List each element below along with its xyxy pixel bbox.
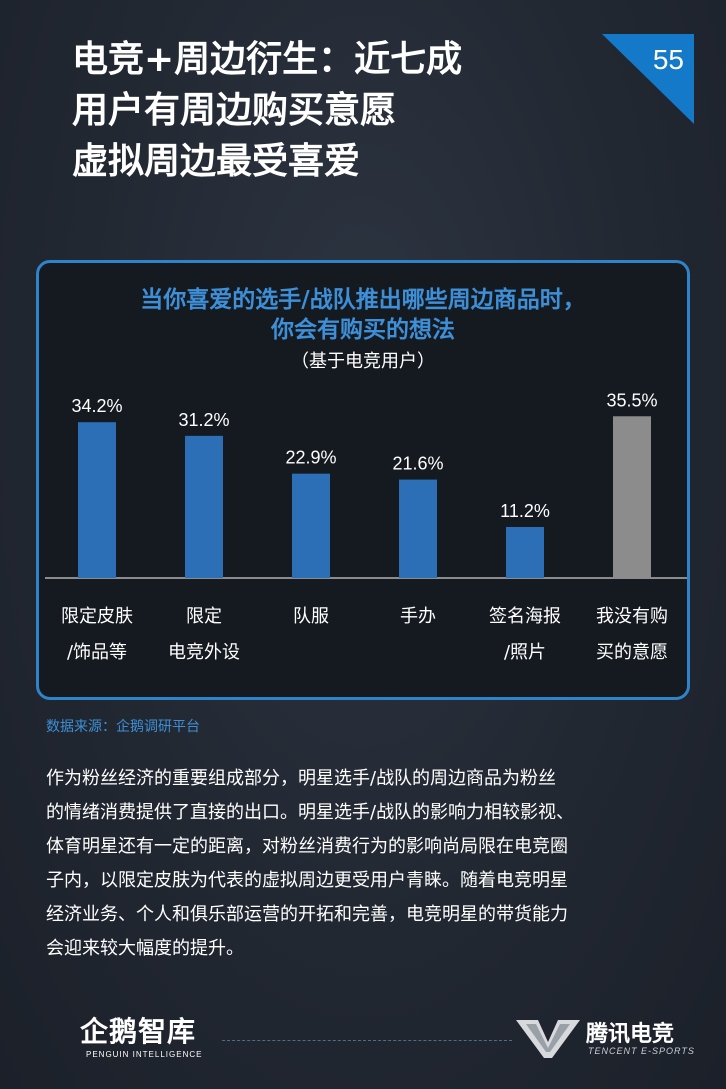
page-title-line: 虚拟周边最受喜爱 xyxy=(72,141,361,182)
category-label: 买的意愿 xyxy=(596,642,668,663)
tencent-esports-logo: 腾讯电竞 TENCENT E-SPORTS xyxy=(516,1014,696,1064)
bar xyxy=(399,479,437,578)
category-label: 队服 xyxy=(293,606,329,627)
brand-name: 腾讯电竞 xyxy=(586,1022,675,1047)
penguin-intelligence-logo: 企鹅智库 PENGUIN INTELLIGENCE xyxy=(78,1010,201,1070)
data-source: 数据来源：企鹅调研平台 xyxy=(46,719,200,735)
data-label: 21.6% xyxy=(392,454,443,474)
body-line: 作为粉丝经济的重要组成部分，明星选手/战队的周边商品为粉丝 xyxy=(46,768,557,789)
body-paragraph: 作为粉丝经济的重要组成部分，明星选手/战队的周边商品为粉丝 的情绪消费提供了直接… xyxy=(46,762,686,966)
tencent-esports-v-icon xyxy=(516,1020,580,1058)
category-label: 手办 xyxy=(400,606,436,627)
bar xyxy=(292,473,330,578)
page-number-badge: 55 xyxy=(602,34,694,124)
chart-panel: 当你喜爱的选手/战队推出哪些周边商品时， 你会有购买的想法 （基于电竞用户） 3… xyxy=(36,260,690,700)
data-label: 11.2% xyxy=(500,501,550,521)
brand-name-en: TENCENT E-SPORTS xyxy=(588,1046,695,1056)
chart-subtitle: （基于电竞用户） xyxy=(291,351,435,372)
category-label: 电竞外设 xyxy=(168,642,240,663)
chart-title-line: 当你喜爱的选手/战队推出哪些周边商品时， xyxy=(140,287,586,313)
bar xyxy=(506,526,544,578)
brand-name: 企鹅智库 xyxy=(80,1015,197,1048)
brand-name-en: PENGUIN INTELLIGENCE xyxy=(86,1050,203,1059)
data-label: 35.5% xyxy=(606,390,657,410)
category-label: 我没有购 xyxy=(596,606,668,627)
page-number: 55 xyxy=(652,44,684,75)
body-line: 子内，以限定皮肤为代表的虚拟周边更受用户青睐。随着电竞明星 xyxy=(46,870,568,891)
chart-title-line: 你会有购买的想法 xyxy=(271,317,455,343)
category-label: 签名海报 xyxy=(489,606,561,627)
data-label: 22.9% xyxy=(285,448,336,468)
bar xyxy=(185,435,223,578)
body-line: 体育明星还有一定的距离，对粉丝消费行为的影响尚局限在电竞圈 xyxy=(46,836,568,857)
page-title-line: 用户有周边购买意愿 xyxy=(72,90,397,131)
body-line: 会迎来较大幅度的提升。 xyxy=(46,938,244,959)
corner-triangle-icon xyxy=(602,34,694,124)
page-title: 电竞+周边衍生：近七成 用户有周边购买意愿 虚拟周边最受喜爱 xyxy=(72,34,592,187)
category-label: 限定 xyxy=(186,606,222,627)
category-label: 限定皮肤 xyxy=(61,606,133,627)
data-label: 31.2% xyxy=(178,410,229,430)
page-title-line: 电竞+周边衍生：近七成 xyxy=(72,39,463,80)
footer-divider xyxy=(222,1040,512,1041)
category-label: /饰品等 xyxy=(67,642,127,663)
bar xyxy=(78,422,116,578)
body-line: 经济业务、个人和俱乐部运营的开拓和完善，电竞明星的带货能力 xyxy=(46,904,568,925)
data-label: 34.2% xyxy=(71,396,122,416)
body-line: 的情绪消费提供了直接的出口。明星选手/战队的影响力相较影视、 xyxy=(46,802,575,823)
bar xyxy=(613,416,651,578)
category-label: /照片 xyxy=(504,642,546,663)
